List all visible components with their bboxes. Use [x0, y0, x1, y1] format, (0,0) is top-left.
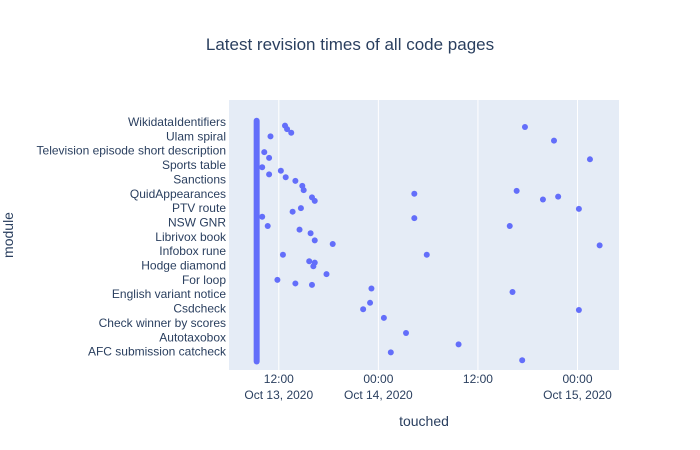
data-point	[310, 263, 317, 270]
data-point	[297, 205, 304, 212]
x-tick-date-label: Oct 13, 2020	[244, 388, 313, 402]
data-point	[267, 133, 274, 140]
dense-band-layer	[253, 117, 260, 365]
data-point	[323, 271, 330, 278]
x-axis-title: touched	[399, 413, 449, 429]
x-axis-ticks: 12:00 Oct 13, 2020 00:00 Oct 14, 2020 12:00 0…	[244, 372, 612, 402]
y-tick-label: Sanctions	[173, 172, 226, 186]
data-point	[261, 149, 268, 156]
data-point	[513, 187, 520, 194]
x-tick-time-label: 12:00	[264, 372, 294, 386]
data-point	[506, 223, 513, 230]
data-point	[387, 349, 394, 356]
data-point	[575, 306, 582, 313]
data-point	[586, 156, 593, 163]
data-point	[329, 240, 336, 247]
data-point	[575, 205, 582, 212]
data-point	[296, 226, 303, 233]
data-point	[284, 126, 291, 133]
chart-title: Latest revision times of all code pages	[206, 35, 494, 54]
y-tick-label: Librivox book	[155, 230, 227, 244]
data-point	[274, 276, 281, 283]
data-point	[311, 237, 318, 244]
data-point	[509, 289, 516, 296]
data-point	[411, 215, 418, 222]
data-point	[266, 154, 273, 161]
data-point	[455, 341, 462, 348]
x-tick-time-label: 00:00	[363, 372, 393, 386]
x-tick-date-label: Oct 14, 2020	[344, 388, 413, 402]
y-tick-label: Autotaxobox	[159, 330, 226, 344]
x-tick-date-label: Oct 15, 2020	[543, 388, 612, 402]
y-tick-label: NSW GNR	[168, 215, 226, 229]
data-point	[289, 208, 296, 215]
y-tick-label: Television episode short description	[37, 144, 226, 158]
data-point	[264, 223, 271, 230]
data-point	[380, 314, 387, 321]
data-point	[259, 164, 266, 171]
data-point	[306, 258, 313, 265]
data-point	[311, 197, 318, 204]
data-point	[282, 174, 289, 181]
data-points	[259, 122, 603, 364]
data-point	[519, 357, 526, 364]
data-point	[288, 129, 295, 136]
y-tick-label: For loop	[182, 273, 226, 287]
data-point	[368, 285, 375, 292]
data-point	[521, 124, 528, 131]
data-point	[308, 281, 315, 288]
y-tick-label: Infobox rune	[159, 244, 226, 258]
dense-marker-band	[253, 117, 260, 365]
plot-area	[229, 100, 619, 370]
x-tick-time-label: 12:00	[463, 372, 493, 386]
data-point	[360, 306, 367, 313]
y-tick-label: Ulam spiral	[166, 129, 226, 143]
data-point	[403, 329, 410, 336]
data-point	[279, 251, 286, 258]
grid-lines	[278, 100, 579, 370]
x-tick-time-label: 00:00	[562, 372, 592, 386]
y-axis-title: module	[0, 212, 16, 258]
y-tick-label: AFC submission catcheck	[88, 345, 227, 359]
data-point	[277, 167, 284, 174]
data-point	[292, 177, 299, 184]
data-point	[307, 230, 314, 237]
y-tick-label: Check winner by scores	[99, 316, 226, 330]
y-tick-label: WikidataIdentifiers	[128, 115, 226, 129]
y-tick-label: QuidAppearances	[130, 187, 226, 201]
y-tick-label: English variant notice	[112, 287, 226, 301]
data-point	[292, 280, 299, 287]
data-point	[555, 193, 562, 200]
y-tick-label: Sports table	[162, 158, 226, 172]
data-point	[266, 171, 273, 178]
data-point	[423, 251, 430, 258]
y-tick-label: Hodge diamond	[141, 259, 226, 273]
data-point	[539, 196, 546, 203]
y-tick-label: PTV route	[172, 201, 226, 215]
data-point	[551, 137, 557, 144]
data-point	[411, 190, 418, 197]
y-tick-label: Csdcheck	[173, 302, 227, 316]
data-point	[300, 187, 307, 194]
data-point	[259, 213, 266, 220]
data-point	[367, 299, 374, 306]
data-point	[596, 242, 603, 249]
